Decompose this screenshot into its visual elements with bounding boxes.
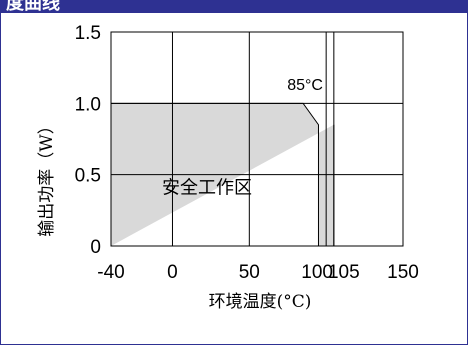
x-tick-label: -40 (97, 262, 124, 283)
plot-border (110, 31, 404, 247)
y-tick-label: 0 (90, 237, 101, 258)
header-title: 度曲线 (6, 0, 60, 13)
x-tick-label: 0 (167, 262, 178, 283)
y-axis-title: 输出功率（W） (37, 117, 57, 236)
x-tick-label: 150 (387, 262, 419, 283)
x-tick-label: 100 (301, 262, 333, 283)
y-tick-label: 1.5 (75, 23, 101, 44)
grid-lines (110, 31, 404, 247)
y-tick-label: 0.5 (75, 166, 101, 187)
header-bar: 度曲线 (0, 0, 468, 13)
x-tick-label: 50 (239, 262, 260, 283)
annotation-label: 85°C (287, 77, 323, 94)
x-tick-label: 105 (328, 262, 360, 283)
y-tick-label: 1.0 (75, 94, 101, 115)
x-axis-title: 环境温度(°C) (209, 292, 312, 312)
safe-zone-label: 安全工作区 (162, 178, 252, 199)
annotations: 85°C 安全工作区 (162, 77, 323, 198)
